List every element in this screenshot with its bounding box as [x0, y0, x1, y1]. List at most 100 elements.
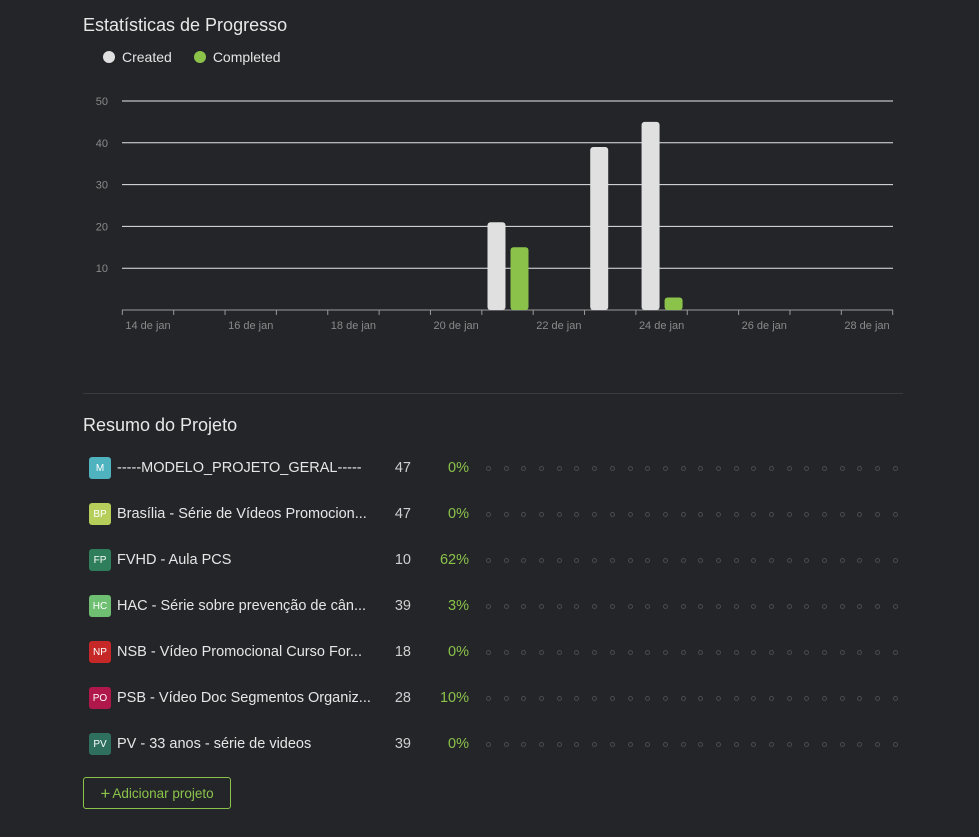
- progress-dot: [662, 603, 668, 609]
- project-row[interactable]: PO PSB - Vídeo Doc Segmentos Organiz... 28…: [83, 675, 903, 721]
- project-avatar: M: [89, 457, 111, 479]
- progress-dot: [751, 695, 757, 701]
- progress-dot: [627, 603, 633, 609]
- project-row[interactable]: PV PV - 33 anos - série de videos 39 0%: [83, 721, 903, 767]
- progress-dot: [521, 649, 527, 655]
- project-name[interactable]: FVHD - Aula PCS: [117, 552, 232, 568]
- progress-dot: [839, 511, 845, 517]
- project-name[interactable]: -----MODELO_PROJETO_GERAL-----: [117, 460, 362, 476]
- project-row[interactable]: HC HAC - Série sobre prevenção de cân... 3…: [83, 583, 903, 629]
- progress-dot: [769, 741, 774, 747]
- project-task-count: 10: [394, 552, 411, 568]
- progress-dot: [892, 557, 898, 563]
- progress-dot: [769, 649, 774, 655]
- progress-dot: [680, 649, 686, 655]
- progress-dot: [875, 741, 881, 747]
- y-tick-label: 50: [96, 96, 108, 108]
- progress-dot: [875, 695, 881, 701]
- project-row[interactable]: NP NSB - Vídeo Promocional Curso For... 18…: [83, 629, 903, 675]
- progress-dot: [609, 511, 615, 517]
- progress-dot: [556, 695, 562, 701]
- progress-dot: [645, 557, 651, 563]
- progress-dot: [822, 511, 828, 517]
- x-tick-label: 14 de jan: [125, 320, 170, 332]
- progress-dot: [786, 557, 792, 563]
- bar-created: [641, 121, 660, 311]
- progress-dot: [875, 649, 881, 655]
- project-avatar: PO: [89, 687, 111, 709]
- progress-dot: [786, 511, 792, 517]
- progress-dot: [539, 603, 545, 609]
- progress-dot: [521, 741, 527, 747]
- project-progress-dots: [486, 511, 898, 517]
- progress-dot: [839, 695, 845, 701]
- project-percent: 10%: [439, 690, 469, 706]
- chart-legend: Created Completed: [103, 49, 281, 65]
- add-project-button[interactable]: + Adicionar projeto: [83, 777, 231, 809]
- progress-dot: [839, 741, 845, 747]
- progress-dot: [751, 511, 757, 517]
- bar-created: [590, 146, 609, 310]
- progress-dot: [645, 511, 651, 517]
- progress-dot: [592, 511, 598, 517]
- project-list: M -----MODELO_PROJETO_GERAL----- 47 0% BP Bra…: [83, 445, 903, 767]
- progress-dot: [680, 741, 686, 747]
- progress-dot: [715, 695, 721, 701]
- summary-title: Resumo do Projeto: [83, 415, 238, 435]
- progress-dot: [822, 741, 828, 747]
- progress-dot: [503, 465, 509, 471]
- progress-dot: [857, 695, 863, 701]
- project-percent: 0%: [448, 460, 469, 476]
- progress-dot: [715, 741, 721, 747]
- project-task-count: 39: [394, 598, 411, 614]
- progress-dot: [539, 695, 545, 701]
- progress-dot: [892, 649, 898, 655]
- progress-dot: [769, 511, 774, 517]
- legend-item-created[interactable]: Created: [103, 49, 172, 65]
- progress-dot: [662, 465, 668, 471]
- progress-dot: [574, 465, 580, 471]
- project-progress-dots: [486, 649, 898, 655]
- plus-icon: +: [100, 783, 111, 803]
- progress-dot: [574, 603, 580, 609]
- progress-dot: [733, 603, 739, 609]
- progress-dot: [556, 465, 562, 471]
- progress-dot: [715, 649, 721, 655]
- project-progress-dots: [486, 741, 898, 747]
- project-row[interactable]: M -----MODELO_PROJETO_GERAL----- 47 0%: [83, 445, 903, 491]
- progress-dot: [627, 557, 633, 563]
- progress-dot: [592, 603, 598, 609]
- progress-dot: [680, 511, 686, 517]
- progress-dot: [786, 465, 792, 471]
- progress-dot: [733, 741, 739, 747]
- project-row[interactable]: BP Brasília - Série de Vídeos Promocion..…: [83, 491, 903, 537]
- progress-dot: [609, 465, 615, 471]
- progress-dot: [680, 465, 686, 471]
- progress-dot: [662, 511, 668, 517]
- progress-dot: [645, 741, 651, 747]
- y-tick-label: 10: [96, 263, 108, 275]
- project-name[interactable]: PV - 33 anos - série de videos: [117, 736, 312, 752]
- project-row[interactable]: FP FVHD - Aula PCS 10 62%: [83, 537, 903, 583]
- project-name[interactable]: PSB - Vídeo Doc Segmentos Organiz...: [117, 690, 371, 706]
- progress-dot: [503, 741, 509, 747]
- project-name[interactable]: HAC - Série sobre prevenção de cân...: [117, 598, 367, 614]
- progress-dot: [662, 649, 668, 655]
- progress-dot: [804, 603, 810, 609]
- project-name[interactable]: NSB - Vídeo Promocional Curso For...: [117, 644, 362, 660]
- project-name[interactable]: Brasília - Série de Vídeos Promocion...: [117, 506, 367, 522]
- progress-dot: [786, 741, 792, 747]
- x-tick-label: 18 de jan: [331, 320, 376, 332]
- project-task-count: 47: [394, 460, 411, 476]
- progress-dot: [592, 695, 598, 701]
- progress-dot: [715, 603, 721, 609]
- progress-dot: [698, 557, 704, 563]
- y-tick-label: 20: [96, 221, 108, 233]
- progress-dot: [539, 557, 545, 563]
- project-percent: 0%: [448, 736, 469, 752]
- progress-dot: [609, 649, 615, 655]
- x-tick-label: 24 de jan: [639, 320, 684, 332]
- progress-dot: [556, 511, 562, 517]
- progress-dot: [857, 649, 863, 655]
- legend-item-completed[interactable]: Completed: [193, 49, 281, 65]
